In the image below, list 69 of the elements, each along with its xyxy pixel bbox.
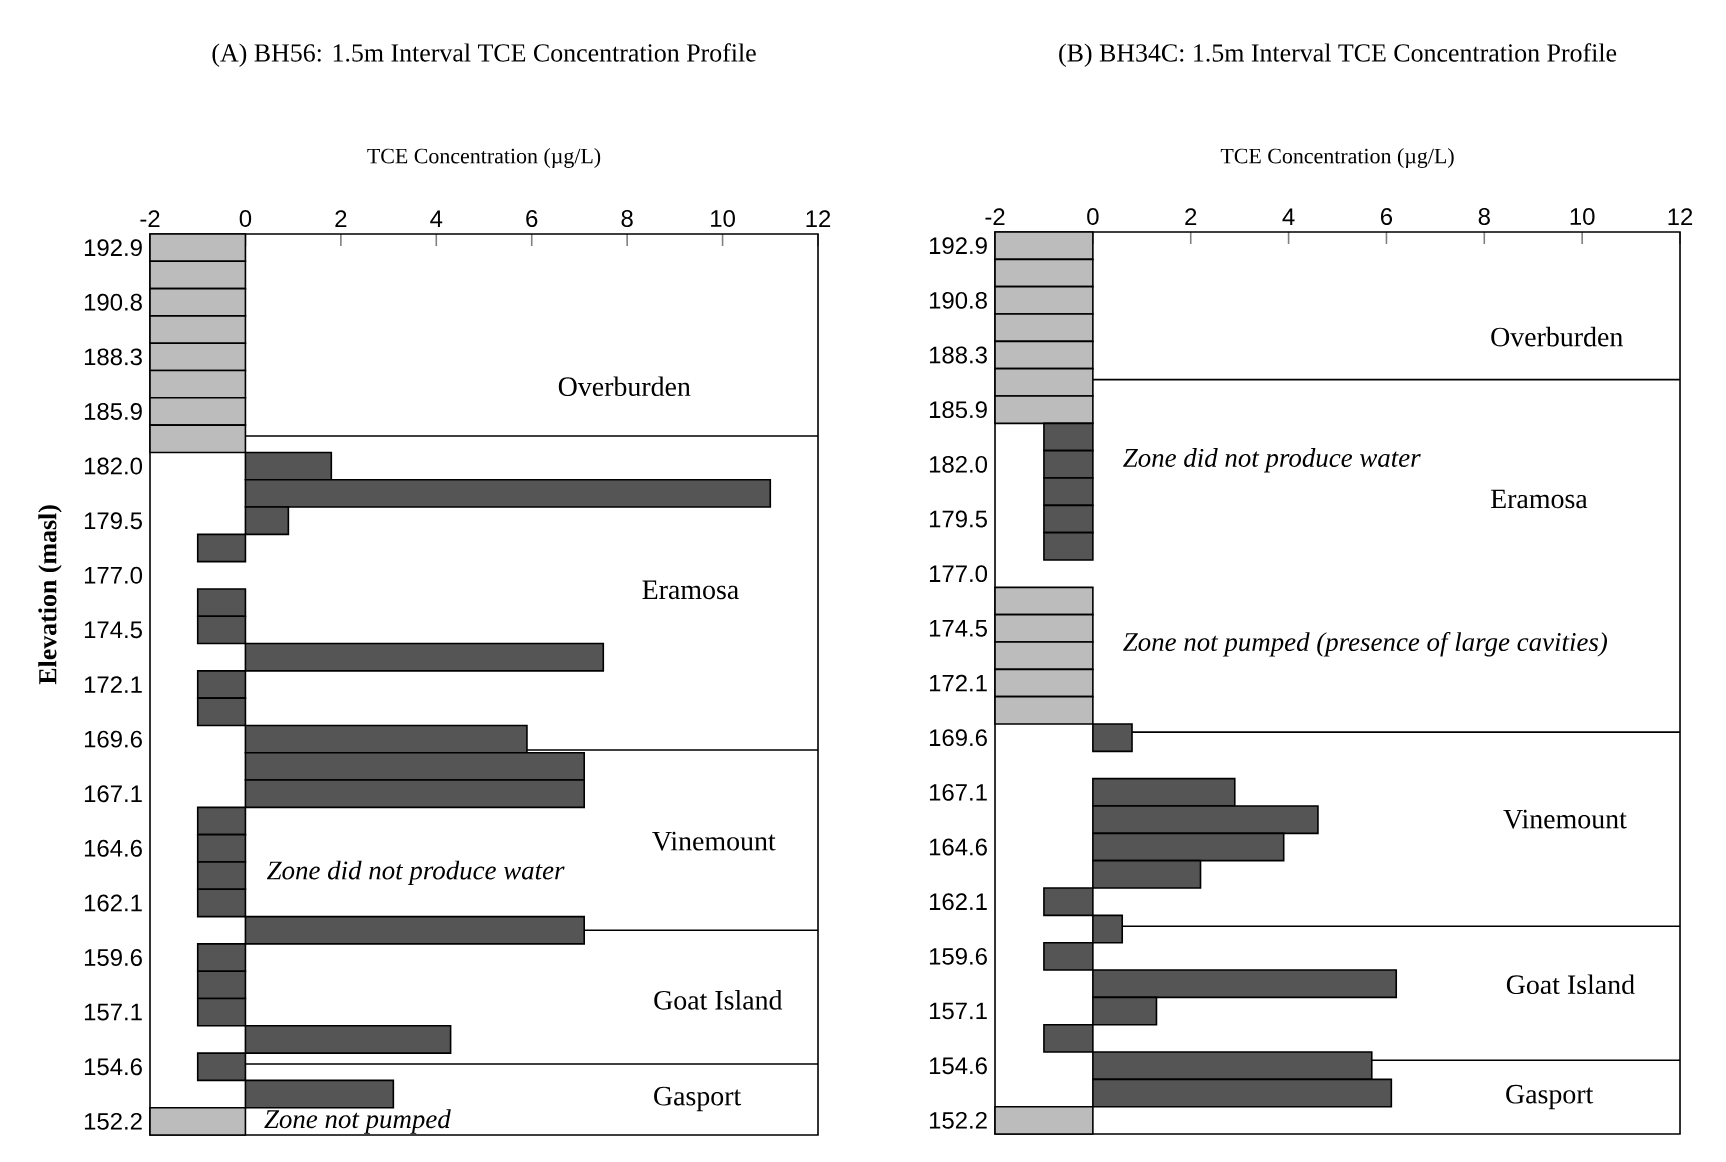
annotation: Zone not pumped (presence of large cavities) — [1123, 631, 1608, 657]
y-tick-label: 162.1 — [84, 894, 142, 912]
y-tick-label: 154.6 — [929, 1057, 987, 1075]
y-tick-label: 157.1 — [84, 1003, 142, 1021]
y-axis-title: Elevation (masl) — [38, 505, 62, 685]
x-tick-label: -2 — [985, 208, 1005, 225]
annotation: Goat Island — [1506, 974, 1635, 995]
y-tick-label: 177.0 — [929, 565, 988, 583]
y-tick-label: 164.6 — [929, 838, 987, 856]
x-tick-label: 6 — [1381, 208, 1393, 225]
annotation: Eramosa — [1490, 489, 1588, 509]
x-tick-label: 12 — [1668, 208, 1693, 225]
annotation: Zone did not produce water — [266, 860, 565, 885]
y-tick-label: 154.6 — [84, 1058, 142, 1076]
y-tick-label: 192.9 — [84, 239, 142, 257]
annotation: Vinemount — [1503, 809, 1627, 829]
x-tick-label: 8 — [621, 210, 633, 227]
annotation: Overburden — [558, 376, 691, 397]
y-tick-label: 192.9 — [929, 237, 987, 255]
x-tick-label: 2 — [335, 210, 347, 227]
y-tick-label: 152.2 — [929, 1111, 987, 1129]
x-tick-label: 6 — [526, 210, 538, 227]
y-tick-label: 159.6 — [929, 947, 987, 965]
y-tick-label: 169.6 — [929, 729, 987, 747]
x-tick-label: 10 — [1570, 208, 1595, 225]
x-tick-label: 4 — [1282, 208, 1295, 225]
y-tick-label: 159.6 — [84, 949, 142, 966]
y-tick-label: 174.5 — [929, 620, 987, 637]
y-tick-label: 190.8 — [84, 293, 142, 311]
x-tick-label: 10 — [711, 210, 735, 227]
y-tick-label: 182.0 — [84, 457, 143, 475]
chart-title: (B) BH34C: 1.5m Interval TCE Concentration Profile — [1059, 43, 1617, 67]
annotation: Overburden — [1491, 326, 1623, 347]
y-tick-label: 167.1 — [84, 785, 142, 803]
y-tick-label: 188.3 — [84, 348, 142, 366]
y-tick-label: 172.1 — [929, 674, 987, 692]
x-tick-label: 4 — [430, 210, 443, 227]
y-tick-label: 169.6 — [84, 730, 142, 748]
annotation: Vinemount — [652, 831, 776, 851]
x-tick-label: 0 — [239, 210, 252, 227]
x-tick-label: 12 — [806, 210, 831, 227]
annotation: Eramosa — [642, 580, 739, 600]
y-tick-label: 188.3 — [929, 346, 987, 364]
y-tick-label: 185.9 — [84, 403, 142, 420]
y-tick-label: 179.5 — [929, 510, 987, 528]
x-axis-title: TCE Concentration (µg/L) — [367, 148, 601, 168]
annotation: Zone did not produce water — [1123, 448, 1421, 473]
y-tick-label: 157.1 — [929, 1002, 987, 1020]
annotation: Gasport — [1506, 1084, 1594, 1110]
y-tick-label: 179.5 — [84, 512, 142, 530]
y-tick-label: 152.2 — [84, 1112, 142, 1130]
y-tick-label: 164.6 — [84, 839, 142, 857]
y-tick-label: 185.9 — [929, 401, 987, 419]
x-tick-label: 8 — [1478, 208, 1490, 225]
y-tick-label: 172.1 — [84, 676, 142, 693]
annotation: Goat Island — [654, 990, 783, 1010]
y-tick-label: 167.1 — [929, 783, 987, 801]
x-tick-label: 0 — [1087, 208, 1099, 225]
x-tick-label: -2 — [140, 210, 160, 227]
y-tick-label: 177.0 — [84, 566, 143, 584]
y-tick-label: 174.5 — [84, 621, 142, 639]
y-tick-label: 190.8 — [929, 291, 987, 309]
x-axis-title: TCE Concentration (µg/L) — [1220, 148, 1454, 168]
y-tick-label: 162.1 — [929, 893, 987, 911]
annotation: Gasport — [654, 1086, 742, 1112]
chart-title: (A) BH56: 1.5m Interval TCE Concentration Profile — [212, 43, 756, 67]
annotation: Zone not pumped — [264, 1109, 451, 1134]
y-tick-label: 182.0 — [929, 455, 988, 473]
x-tick-label: 2 — [1185, 208, 1197, 225]
